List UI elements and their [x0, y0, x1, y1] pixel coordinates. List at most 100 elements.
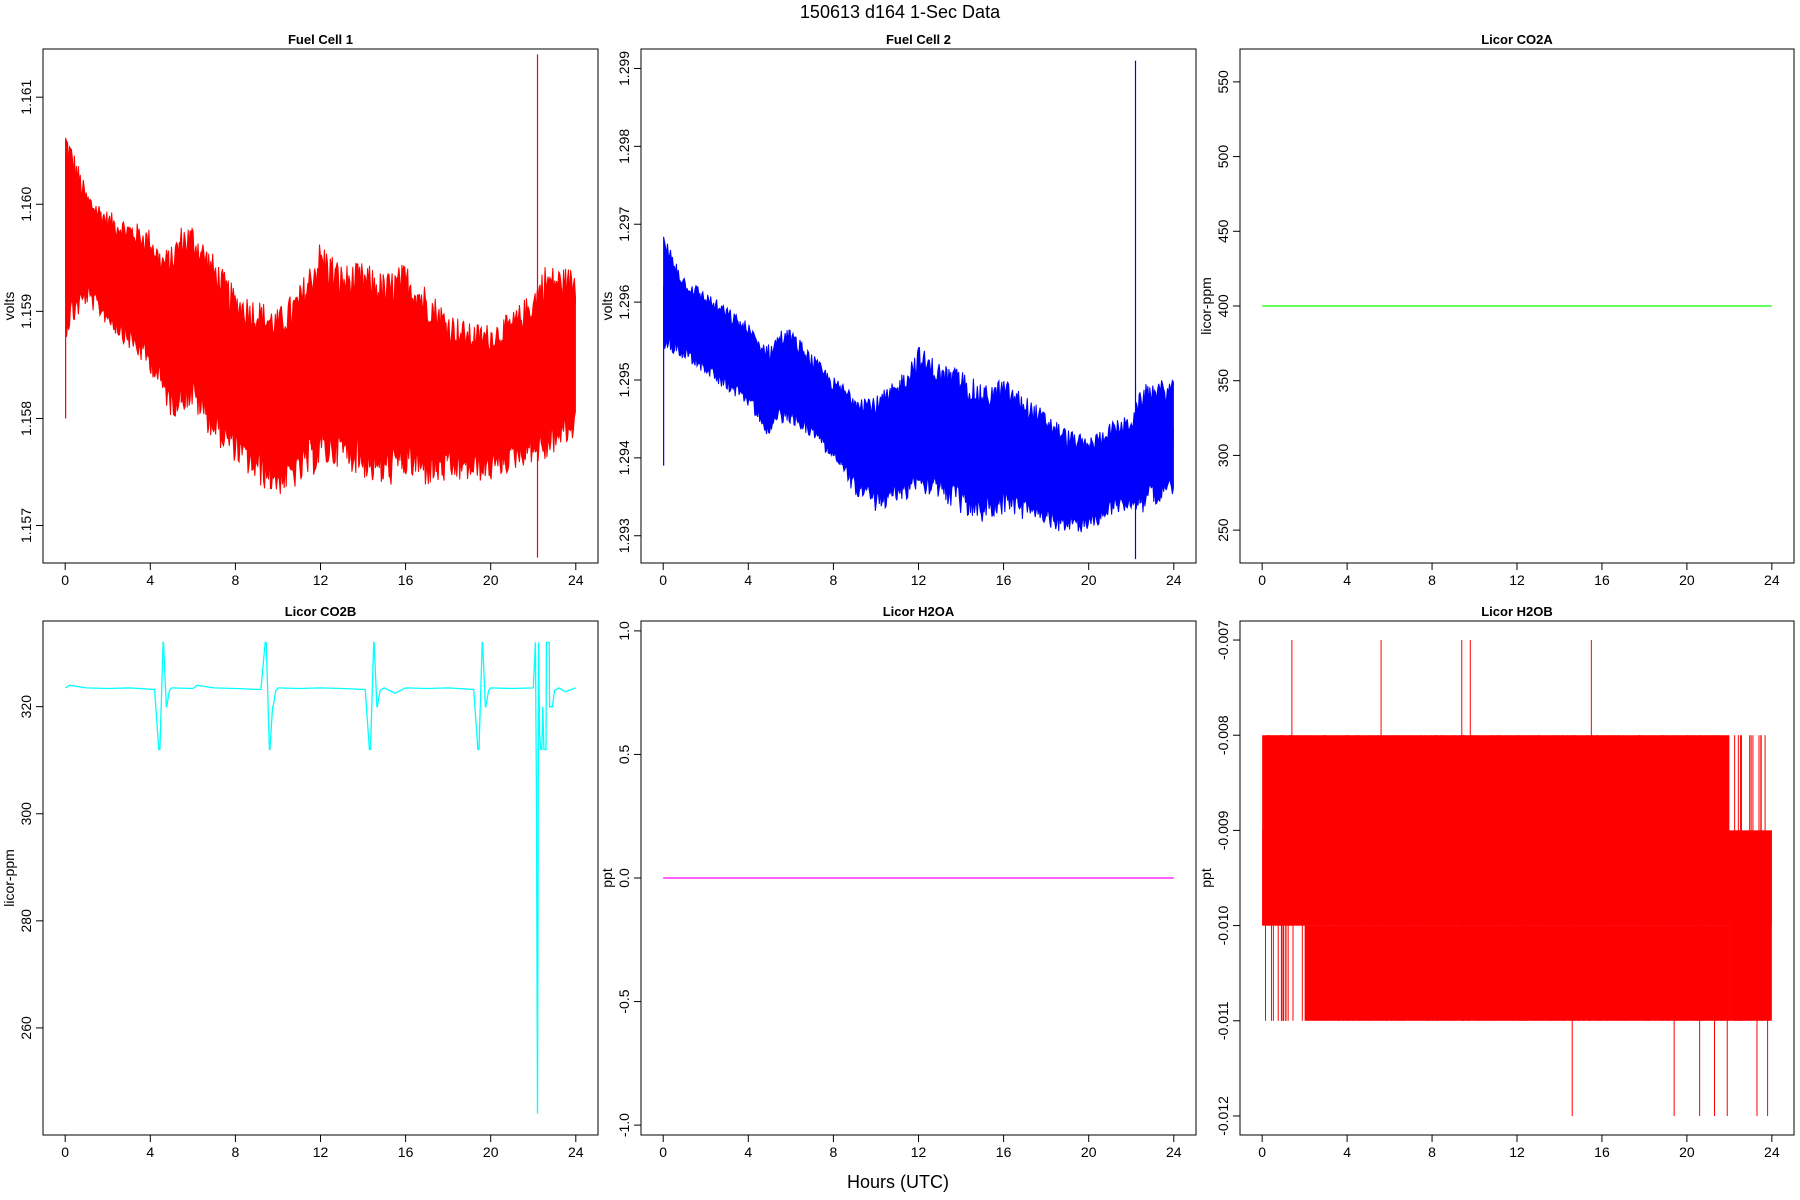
- y-tick-label: 0.0: [616, 868, 632, 888]
- x-tick-label: 24: [568, 572, 584, 588]
- x-tick-label: 0: [1258, 572, 1266, 588]
- x-tick-label: 8: [232, 572, 240, 588]
- plot-frame: [42, 620, 599, 1136]
- y-axis-label: volts: [1, 292, 17, 321]
- x-tick-label: 24: [1166, 572, 1182, 588]
- series-fill-band: [1262, 830, 1772, 926]
- x-tick-label: 20: [1679, 572, 1695, 588]
- y-tick-label: -0.009: [1215, 810, 1231, 850]
- series-trace: [663, 254, 1174, 520]
- y-tick-label: 1.295: [616, 362, 632, 397]
- y-tick-label: -0.007: [1215, 620, 1231, 660]
- panel-grid: Fuel Cell 1 volts 0 4 8 12 16 20 24 1.157 1.158 1.1…: [1, 32, 1795, 1160]
- x-tick-label: 0: [659, 1144, 667, 1160]
- x-tick-label: 0: [61, 1144, 69, 1160]
- y-tick-label: 300: [18, 802, 34, 826]
- x-tick-label: 12: [911, 572, 927, 588]
- y-tick-label: 500: [1215, 145, 1231, 169]
- x-tick-label: 12: [911, 1144, 927, 1160]
- x-tick-label: 8: [232, 1144, 240, 1160]
- x-tick-label: 4: [744, 572, 752, 588]
- x-tick-label: 4: [1343, 1144, 1351, 1160]
- y-axis-label: licor-ppm: [1, 849, 17, 907]
- x-tick-label: 12: [313, 572, 329, 588]
- figure-x-axis-label: Hours (UTC): [847, 1172, 949, 1192]
- chart-panel-5: Licor H2OA ppt 0 4 8 12 16 20 24 -1.0 -0.5 0.0 0.5 1.…: [599, 604, 1197, 1160]
- panel-title: Licor H2OA: [883, 604, 955, 619]
- x-tick-label: 0: [61, 572, 69, 588]
- x-tick-label: 16: [398, 1144, 414, 1160]
- y-tick-label: 260: [18, 1016, 34, 1040]
- panel-title: Licor CO2B: [285, 604, 357, 619]
- y-tick-label: -0.008: [1215, 715, 1231, 755]
- plot-area: [663, 60, 1174, 560]
- chart-panel-6: Licor H2OB ppt 0 4 8 12 16 20 24 -0.012 -0.011 -0.0…: [1198, 604, 1795, 1160]
- x-tick-label: 12: [1509, 572, 1525, 588]
- y-tick-label: -1.0: [616, 1113, 632, 1137]
- y-tick-label: 1.0: [616, 621, 632, 641]
- y-tick-label: 1.297: [616, 207, 632, 242]
- y-tick-label: 1.159: [18, 294, 34, 329]
- plot-area: [1262, 640, 1772, 1116]
- y-tick-label: 1.299: [616, 51, 632, 86]
- x-tick-label: 20: [1081, 1144, 1097, 1160]
- x-tick-label: 8: [1428, 572, 1436, 588]
- y-tick-label: 1.293: [616, 518, 632, 553]
- y-tick-label: 1.298: [616, 129, 632, 164]
- x-tick-label: 20: [1679, 1144, 1695, 1160]
- y-axis-label: ppt: [1198, 868, 1214, 888]
- x-tick-label: 8: [830, 572, 838, 588]
- x-tick-label: 0: [1258, 1144, 1266, 1160]
- y-tick-label: 1.296: [616, 284, 632, 319]
- y-tick-label: -0.012: [1215, 1096, 1231, 1136]
- plot-area: [65, 54, 576, 558]
- chart-panel-3: Licor CO2A licor-ppm 0 4 8 12 16 20 24 250 300 350 4…: [1198, 32, 1795, 588]
- x-tick-label: 4: [146, 572, 154, 588]
- y-tick-label: 1.160: [18, 187, 34, 222]
- chart-panel-4: Licor CO2B licor-ppm 0 4 8 12 16 20 24 260 280 300 3…: [1, 604, 599, 1160]
- y-tick-label: -0.010: [1215, 906, 1231, 946]
- y-tick-label: 0.5: [616, 745, 632, 765]
- y-tick-label: 550: [1215, 70, 1231, 94]
- panel-title: Licor CO2A: [1481, 32, 1553, 47]
- series-fill-band: [1304, 925, 1730, 1021]
- figure-title: 150613 d164 1-Sec Data: [800, 2, 1001, 22]
- y-tick-label: 300: [1215, 444, 1231, 468]
- y-tick-label: 1.294: [616, 440, 632, 475]
- y-tick-label: 1.157: [18, 508, 34, 543]
- x-tick-label: 16: [996, 1144, 1012, 1160]
- x-tick-label: 16: [398, 572, 414, 588]
- chart-panel-2: Fuel Cell 2 volts 0 4 8 12 16 20 24 1.293 1.294 1.2…: [599, 32, 1197, 588]
- x-tick-label: 12: [313, 1144, 329, 1160]
- x-tick-label: 16: [996, 572, 1012, 588]
- x-tick-label: 4: [1343, 572, 1351, 588]
- x-tick-label: 16: [1594, 1144, 1610, 1160]
- y-tick-label: 1.158: [18, 401, 34, 436]
- panel-title: Fuel Cell 1: [288, 32, 353, 47]
- y-tick-label: 320: [18, 695, 34, 719]
- y-axis-label: volts: [599, 292, 615, 321]
- x-tick-label: 24: [1166, 1144, 1182, 1160]
- x-tick-label: 8: [830, 1144, 838, 1160]
- y-tick-label: 1.161: [18, 79, 34, 114]
- y-tick-label: 450: [1215, 219, 1231, 243]
- x-tick-label: 8: [1428, 1144, 1436, 1160]
- chart-panel-1: Fuel Cell 1 volts 0 4 8 12 16 20 24 1.157 1.158 1.1…: [1, 32, 599, 588]
- y-tick-label: 250: [1215, 518, 1231, 542]
- x-tick-label: 20: [1081, 572, 1097, 588]
- series-line: [64, 641, 577, 1114]
- y-tick-label: -0.5: [616, 989, 632, 1013]
- y-tick-label: -0.011: [1215, 1001, 1231, 1040]
- series-trace: [65, 167, 576, 468]
- x-tick-label: 20: [483, 572, 499, 588]
- x-tick-label: 24: [1764, 1144, 1780, 1160]
- x-tick-label: 0: [659, 572, 667, 588]
- y-tick-label: 280: [18, 909, 34, 933]
- y-tick-label: 350: [1215, 369, 1231, 393]
- y-axis-label: ppt: [599, 868, 615, 888]
- x-tick-label: 24: [568, 1144, 584, 1160]
- x-tick-label: 4: [744, 1144, 752, 1160]
- y-tick-label: 400: [1215, 294, 1231, 318]
- panel-title: Fuel Cell 2: [886, 32, 951, 47]
